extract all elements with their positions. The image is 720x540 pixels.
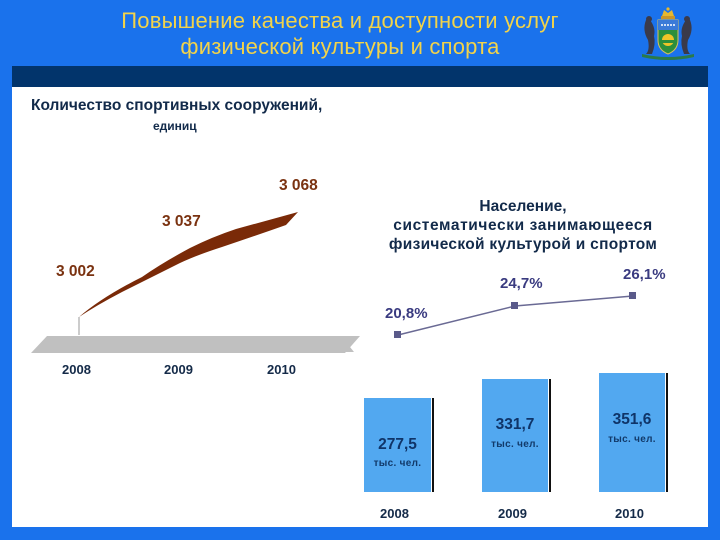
bar-value-2010: 351,6	[612, 411, 652, 428]
population-value-2010: 26,1%	[623, 266, 666, 283]
bar-edge-2010	[666, 373, 668, 492]
bar-value-2008: 277,5	[378, 436, 417, 453]
bar-unit-2010: тыс. чел.	[608, 434, 656, 445]
bar-year-2008: 2008	[380, 506, 409, 521]
coat-of-arms-icon	[636, 6, 700, 62]
population-title-line1: Население,	[479, 198, 567, 215]
bar-2009: 331,7 тыс. чел.	[482, 379, 548, 492]
bar-2010: 351,6 тыс. чел.	[599, 373, 665, 492]
bar-value-2009: 331,7	[495, 416, 535, 433]
bar-2008: 277,5 тыс. чел.	[364, 398, 431, 492]
bar-year-2010: 2010	[615, 506, 644, 521]
population-chart-title: Население, систематически занимающееся ф…	[358, 197, 688, 254]
population-value-2008: 20,8%	[385, 305, 428, 322]
bar-unit-2009: тыс. чел.	[491, 439, 539, 450]
bar-edge-2008	[432, 398, 434, 492]
population-value-2009: 24,7%	[500, 275, 543, 292]
facilities-value-2010: 3 068	[279, 177, 318, 194]
facilities-year-2010: 2010	[267, 362, 296, 377]
bar-unit-2008: тыс. чел.	[373, 458, 422, 469]
slide-title-line2: физической культуры и спорта	[180, 34, 500, 59]
content-panel: Количество спортивных сооружений, единиц…	[12, 87, 708, 527]
facilities-year-2008: 2008	[62, 362, 91, 377]
facilities-chart-title: Количество спортивных сооружений,	[31, 97, 323, 114]
slide-title-line1: Повышение качества и доступности услуг	[121, 8, 559, 33]
header-bar	[12, 66, 708, 87]
slide-title: Повышение качества и доступности услуг ф…	[60, 8, 620, 60]
facilities-value-2008: 3 002	[56, 263, 95, 280]
facilities-ribbon-chart	[31, 212, 360, 353]
population-title-line2: систематически занимающееся	[393, 217, 653, 234]
population-line-chart	[394, 292, 636, 338]
bar-year-2009: 2009	[498, 506, 527, 521]
facilities-chart-subtitle: единиц	[153, 119, 197, 133]
population-title-line3: физической культурой и спортом	[388, 236, 658, 253]
bar-edge-2009	[549, 379, 551, 492]
facilities-value-2009: 3 037	[162, 213, 201, 230]
facilities-year-2009: 2009	[164, 362, 193, 377]
